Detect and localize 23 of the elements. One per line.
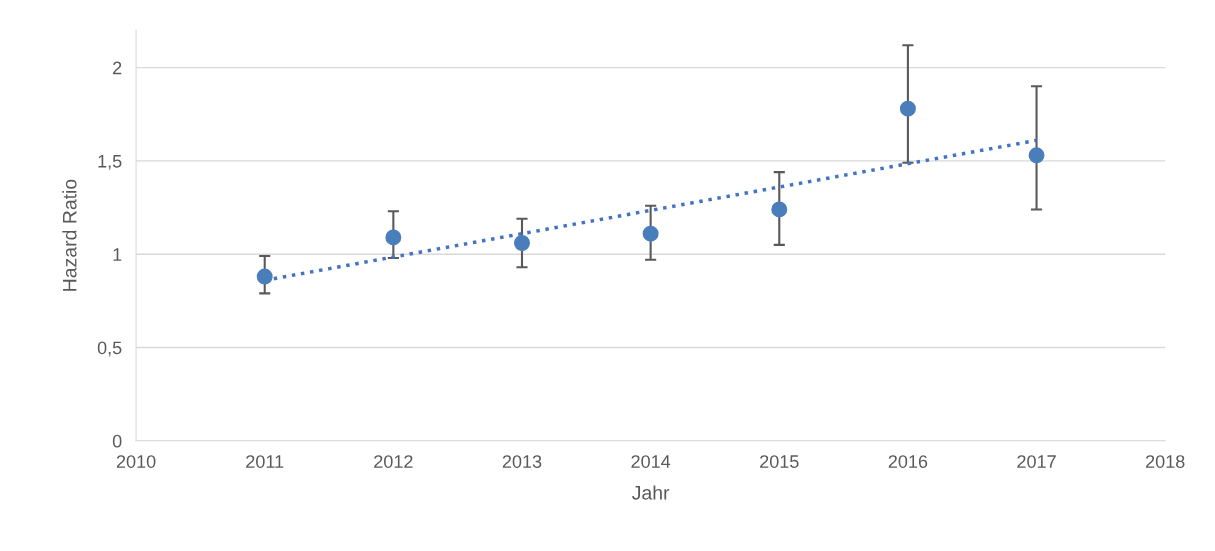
point	[771, 201, 788, 218]
y-tick-label: 1	[113, 248, 122, 261]
y-tick-label: 0	[112, 434, 122, 448]
x-tick-label: 2010	[116, 455, 156, 468]
point	[256, 268, 273, 285]
x-tick-label: 2016	[888, 455, 928, 468]
x-tick-label: 2015	[760, 455, 799, 468]
x-tick-label: 2012	[374, 455, 413, 468]
point	[514, 235, 530, 251]
y-axis-title: Hazard Ratio	[62, 179, 77, 291]
x-tick-label: 2011	[246, 455, 284, 468]
point	[642, 225, 659, 242]
point	[899, 100, 916, 117]
y-tick-label: 2	[113, 61, 122, 75]
x-tick-label: 2018	[1146, 455, 1185, 468]
x-axis-title: Jahr	[632, 485, 670, 500]
x-tick-label: 2017	[1017, 455, 1056, 468]
y-tick-label: 0,5	[97, 341, 122, 357]
y-tick-label: 1,5	[98, 155, 122, 170]
x-tick-label: 2013	[502, 455, 542, 468]
x-tick-label: 2014	[631, 455, 671, 468]
point	[385, 229, 402, 246]
point	[1028, 147, 1045, 164]
